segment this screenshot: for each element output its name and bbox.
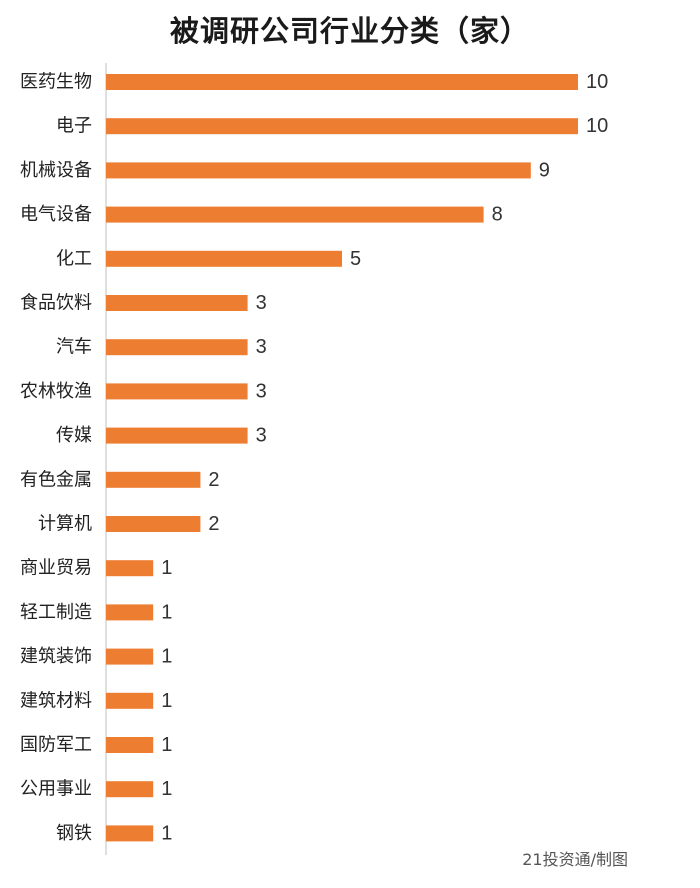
data-label: 1 bbox=[161, 734, 172, 756]
category-label: 农林牧渔 bbox=[20, 381, 92, 402]
category-label: 电气设备 bbox=[20, 204, 92, 225]
data-label: 10 bbox=[586, 71, 608, 93]
data-label: 2 bbox=[208, 469, 219, 491]
data-label: 1 bbox=[161, 690, 172, 712]
data-label: 1 bbox=[161, 778, 172, 800]
bar bbox=[106, 781, 154, 798]
data-label: 2 bbox=[208, 513, 219, 535]
bar bbox=[106, 206, 484, 223]
bar bbox=[106, 295, 248, 311]
data-label: 5 bbox=[350, 248, 361, 270]
bar bbox=[106, 162, 531, 179]
bar bbox=[106, 339, 248, 356]
category-label: 电子 bbox=[56, 116, 92, 137]
category-label: 传媒 bbox=[56, 425, 92, 446]
bars-layer: 医药生物 10 电子 10 机械设备 9 电气设备 8 化工 5 食品饮料 3 汽车 3 农林牧渔 3 传媒 3 有… bbox=[20, 71, 608, 844]
data-label: 3 bbox=[256, 425, 267, 447]
category-label: 公用事业 bbox=[20, 779, 92, 800]
bar bbox=[106, 737, 154, 753]
category-label: 汽车 bbox=[56, 337, 92, 358]
category-label: 建筑材料 bbox=[20, 690, 92, 711]
bar bbox=[106, 471, 201, 488]
category-label: 有色金属 bbox=[20, 469, 92, 490]
category-label: 机械设备 bbox=[20, 160, 92, 181]
data-label: 1 bbox=[161, 601, 172, 623]
bar bbox=[106, 383, 248, 400]
category-label: 化工 bbox=[56, 248, 92, 269]
category-label: 计算机 bbox=[38, 514, 92, 535]
bar bbox=[106, 692, 154, 709]
data-label: 8 bbox=[492, 204, 503, 226]
bar bbox=[106, 648, 154, 665]
source-credit: 21投资通/制图 bbox=[522, 850, 628, 869]
data-label: 3 bbox=[256, 336, 267, 358]
category-label: 国防军工 bbox=[20, 735, 92, 756]
category-label: 建筑装饰 bbox=[20, 646, 92, 667]
data-label: 1 bbox=[161, 822, 172, 844]
data-label: 3 bbox=[256, 292, 267, 314]
category-label: 食品饮料 bbox=[20, 293, 92, 314]
bar bbox=[106, 604, 154, 621]
bar bbox=[106, 825, 154, 842]
bar bbox=[106, 560, 154, 577]
category-label: 商业贸易 bbox=[20, 558, 92, 579]
data-label: 10 bbox=[586, 115, 608, 137]
bar bbox=[106, 250, 342, 267]
data-label: 9 bbox=[539, 159, 550, 181]
bar bbox=[106, 427, 248, 444]
data-label: 1 bbox=[161, 557, 172, 579]
chart-title: 被调研公司行业分类（家） bbox=[169, 14, 530, 48]
data-label: 1 bbox=[161, 646, 172, 668]
category-label: 医药生物 bbox=[20, 72, 92, 93]
data-label: 3 bbox=[256, 380, 267, 402]
bar bbox=[106, 516, 201, 532]
bar bbox=[106, 118, 578, 135]
category-label: 钢铁 bbox=[56, 823, 92, 844]
category-label: 轻工制造 bbox=[20, 602, 92, 623]
bar bbox=[106, 74, 578, 90]
